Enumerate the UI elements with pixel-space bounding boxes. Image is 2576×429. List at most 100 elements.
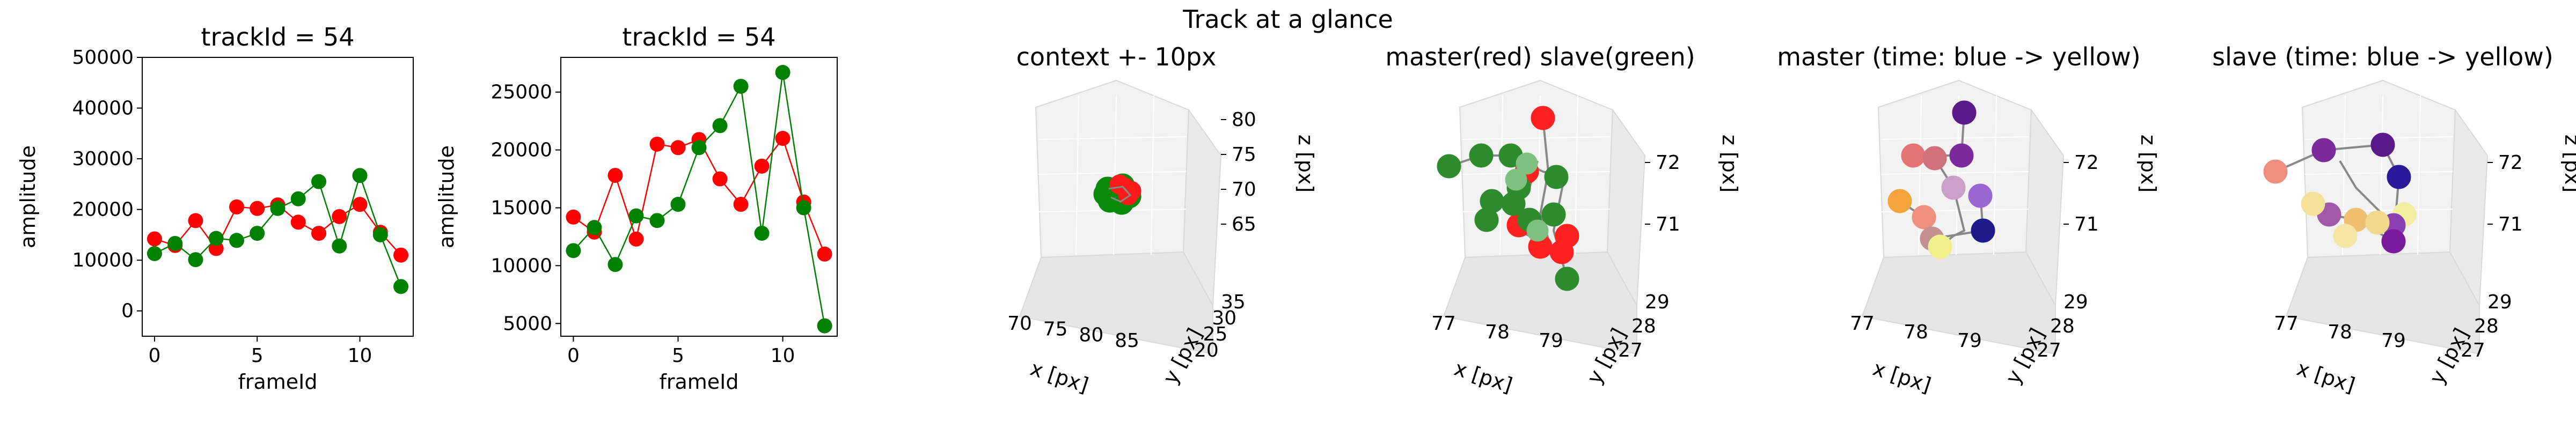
z-axis-label: z [px] [2560, 135, 2576, 193]
time-colored-point [2311, 138, 2336, 162]
figure-suptitle: Track at a glance [1182, 5, 1393, 34]
y-tick-label: 29 [2487, 291, 2512, 313]
data-point [712, 171, 728, 187]
data-point [775, 65, 791, 80]
y-tick-label: 35 [1221, 291, 1246, 313]
time-colored-point [2370, 132, 2395, 157]
panels: trackId = 54 0 5 10 0 10000 20000 30000 40000 500… [16, 23, 2576, 397]
grid-line [1038, 136, 1187, 140]
grid-line [2304, 171, 2453, 175]
data-point [270, 201, 286, 216]
data-point [290, 214, 306, 230]
y-tick-label: 28 [2474, 315, 2499, 337]
z-tick-label: 72 [2074, 152, 2099, 174]
data-point [250, 226, 265, 241]
y-tick-label: 28 [1631, 315, 1656, 337]
y-axis-label: amplitude [16, 145, 40, 248]
grid-line [1462, 136, 1611, 140]
plot-frame [142, 57, 414, 337]
x-axis-label: x [px] [1870, 357, 1934, 397]
data-point [352, 168, 368, 183]
chart-title: master(red) slave(green) [1385, 42, 1695, 71]
data-point [754, 225, 770, 241]
data-point [670, 140, 686, 156]
x-tick-label: 85 [1115, 330, 1139, 352]
track-line [1108, 186, 1132, 203]
green-point [1469, 143, 1494, 168]
x-tick-label: 78 [1904, 321, 1928, 343]
chart-title: context +- 10px [1016, 42, 1217, 71]
green-point [1437, 154, 1461, 179]
x-tick-label: 77 [1850, 313, 1875, 335]
time-colored-point [2263, 159, 2288, 184]
pane-floor [1019, 251, 1213, 355]
grid-line [1880, 171, 2029, 175]
x-tick-label: 78 [1485, 321, 1510, 343]
grid-line [2417, 95, 2421, 255]
data-point [817, 318, 832, 334]
green-point [1474, 208, 1499, 232]
data-point [649, 213, 665, 228]
z-tick-label: 71 [2074, 213, 2099, 235]
data-point [147, 246, 162, 261]
z-tick-label: 75 [1232, 144, 1256, 166]
x-axis-label: x [px] [1452, 357, 1516, 397]
z-tick-label: 65 [1232, 213, 1256, 235]
x-tick-label: 5 [251, 345, 264, 367]
z-tick-label: 72 [1656, 152, 1680, 174]
data-point [817, 246, 832, 262]
green-point [1501, 191, 1526, 216]
x-tick-label: 10 [771, 345, 795, 367]
y-tick-label: 5000 [503, 313, 552, 335]
data-point [733, 197, 749, 212]
data-point [208, 231, 224, 246]
y-tick-label: 10000 [491, 255, 552, 277]
time-colored-point [2381, 229, 2406, 254]
x-axis-label: frameId [238, 370, 317, 394]
data-point [311, 226, 327, 241]
x-tick-label: 0 [567, 345, 580, 367]
data-point [712, 118, 728, 134]
pane-floor [2285, 251, 2480, 355]
y-tick-label: 50000 [72, 47, 134, 69]
y-tick-label: 15000 [491, 197, 552, 219]
chart-title: trackId = 54 [622, 23, 775, 51]
time-colored-point [2333, 224, 2358, 248]
grid-line [1038, 171, 1187, 175]
x-tick-label: 0 [149, 345, 161, 367]
data-point [649, 136, 665, 152]
y-tick-label: 27 [2461, 339, 2485, 361]
series-line-green [154, 173, 402, 287]
y-tick-label: 25 [1203, 323, 1228, 345]
y-tick-label: 27 [1618, 339, 1643, 361]
series-line-green [573, 72, 825, 326]
data-point [332, 238, 347, 254]
y-tick-label: 28 [2050, 315, 2075, 337]
data-point [796, 200, 811, 216]
scatter3d-chart-5: slave (time: blue -> yellow) 77 78 79 x [px]… [2212, 42, 2576, 397]
chart-title: slave (time: blue -> yellow) [2212, 42, 2553, 71]
chart-title: master (time: blue -> yellow) [1777, 42, 2140, 71]
y-tick-label: 27 [2037, 339, 2061, 361]
data-point [393, 279, 409, 294]
data-point [188, 213, 203, 228]
red-point [1531, 106, 1555, 130]
y-tick-label: 0 [121, 300, 134, 322]
time-colored-point [1887, 189, 1912, 213]
data-point [332, 209, 347, 224]
data-point [628, 231, 644, 247]
red-point [1121, 181, 1141, 201]
y-tick-label: 30000 [72, 148, 134, 170]
x-tick-label: 80 [1079, 324, 1103, 346]
data-point [167, 235, 183, 251]
x-axis-label: frameId [659, 370, 738, 394]
line-chart-0: trackId = 54 0 5 10 0 10000 20000 30000 40000 500… [16, 23, 414, 394]
data-point [608, 168, 623, 183]
z-tick-label: 71 [2498, 213, 2523, 235]
y-tick-label: 29 [2063, 291, 2088, 313]
grid-line [1075, 95, 1079, 255]
data-point [566, 243, 581, 258]
data-point [775, 131, 791, 146]
